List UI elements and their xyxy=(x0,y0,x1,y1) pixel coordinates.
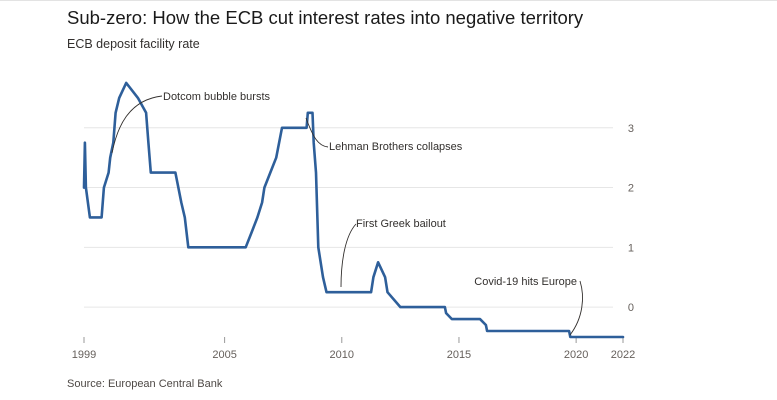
top-rule xyxy=(0,0,777,1)
y-tick-label-2: 2 xyxy=(628,183,634,195)
y-tick-label-1: 1 xyxy=(628,242,634,254)
annotation-leader-3 xyxy=(569,280,583,336)
annotation-leader-0 xyxy=(111,95,163,154)
x-tick-label-2010: 2010 xyxy=(330,349,354,361)
annotation-label-3: Covid-19 hits Europe xyxy=(474,276,577,288)
series-line-0 xyxy=(82,81,625,339)
x-tick-label-2022: 2022 xyxy=(611,349,635,361)
x-tick-label-2005: 2005 xyxy=(212,349,236,361)
y-tick-label-0: 0 xyxy=(628,302,634,314)
annotation-leader-1 xyxy=(305,117,329,148)
x-tick-label-2015: 2015 xyxy=(447,349,471,361)
annotation-label-2: First Greek bailout xyxy=(356,218,446,230)
y-tick-label-3: 3 xyxy=(628,123,634,135)
source-note: Source: European Central Bank xyxy=(67,378,223,390)
annotation-label-1: Lehman Brothers collapses xyxy=(329,141,463,153)
x-tick-label-2020: 2020 xyxy=(564,349,588,361)
chart-title: Sub-zero: How the ECB cut interest rates… xyxy=(67,7,584,28)
annotation-label-0: Dotcom bubble bursts xyxy=(163,91,270,103)
x-tick-label-1999: 1999 xyxy=(72,349,96,361)
chart-subtitle: ECB deposit facility rate xyxy=(67,37,200,51)
annotation-leader-2 xyxy=(340,223,357,288)
